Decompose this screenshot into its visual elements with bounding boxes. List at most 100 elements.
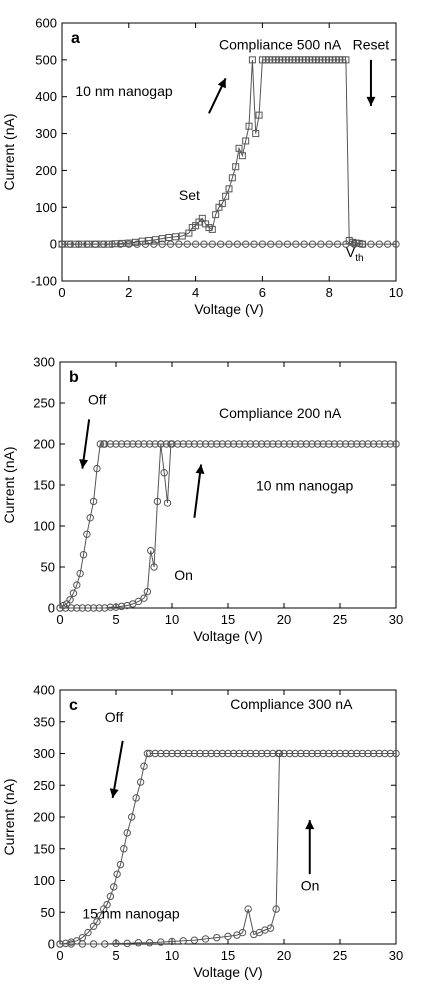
data-point bbox=[67, 940, 75, 948]
annotation-text: 15 nm nanogap bbox=[82, 906, 180, 922]
data-point bbox=[123, 939, 131, 948]
data-point bbox=[168, 440, 176, 448]
data-point bbox=[224, 440, 232, 448]
data-point bbox=[131, 238, 139, 246]
data-point bbox=[69, 589, 78, 597]
data-point bbox=[67, 604, 75, 612]
data-point bbox=[207, 440, 215, 448]
data-point bbox=[235, 749, 243, 758]
data-point bbox=[269, 440, 277, 448]
annotation-text: Reset bbox=[353, 37, 390, 53]
data-point bbox=[386, 440, 395, 448]
y-tick-label: 50 bbox=[41, 560, 55, 575]
data-point bbox=[308, 240, 317, 248]
data-point bbox=[129, 440, 137, 448]
data-point bbox=[213, 933, 221, 942]
x-axis-label: Voltage (V) bbox=[194, 301, 263, 317]
data-point bbox=[297, 440, 305, 448]
series-compliance bbox=[145, 749, 400, 758]
data-point bbox=[364, 440, 372, 448]
data-point bbox=[381, 440, 389, 448]
data-point bbox=[342, 240, 350, 248]
y-tick-label: 200 bbox=[35, 163, 57, 178]
arrow-annotation bbox=[208, 77, 227, 114]
data-point bbox=[386, 749, 395, 758]
data-point bbox=[123, 440, 131, 448]
data-point bbox=[163, 499, 172, 507]
data-point bbox=[283, 240, 292, 248]
data-point bbox=[134, 440, 143, 448]
data-point bbox=[300, 240, 308, 248]
data-point bbox=[110, 883, 118, 891]
data-point bbox=[313, 440, 322, 448]
data-point bbox=[201, 935, 210, 943]
y-tick-label: -100 bbox=[31, 274, 57, 289]
data-point bbox=[308, 749, 316, 758]
data-point bbox=[190, 440, 199, 448]
arrow-annotation bbox=[109, 740, 124, 799]
data-point bbox=[241, 749, 249, 758]
data-point bbox=[212, 211, 220, 219]
data-point bbox=[213, 749, 221, 758]
data-point bbox=[157, 938, 165, 946]
data-point bbox=[157, 749, 165, 758]
panel-letter: a bbox=[71, 30, 80, 47]
data-point bbox=[116, 240, 125, 248]
x-tick-label: 10 bbox=[165, 948, 179, 963]
data-point bbox=[246, 440, 255, 448]
data-point bbox=[66, 240, 75, 248]
data-point bbox=[173, 440, 182, 448]
data-point bbox=[275, 240, 283, 248]
data-point bbox=[162, 440, 171, 448]
panel-letter: b bbox=[69, 369, 79, 386]
y-tick-label: 0 bbox=[48, 937, 55, 952]
data-point bbox=[375, 240, 383, 248]
data-point bbox=[168, 749, 176, 758]
y-tick-label: 600 bbox=[35, 16, 57, 31]
x-tick-label: 30 bbox=[389, 612, 403, 627]
data-point bbox=[86, 514, 94, 522]
data-point bbox=[201, 749, 210, 758]
data-point bbox=[201, 440, 210, 448]
data-point bbox=[238, 152, 246, 160]
data-point bbox=[145, 939, 154, 947]
data-point bbox=[112, 440, 120, 448]
x-tick-label: 30 bbox=[389, 948, 403, 963]
data-point bbox=[185, 749, 193, 758]
x-axis-label: Voltage (V) bbox=[193, 628, 262, 644]
data-point bbox=[325, 440, 333, 448]
data-point bbox=[61, 604, 70, 612]
data-point bbox=[183, 240, 191, 248]
y-tick-label: 500 bbox=[35, 52, 57, 67]
data-point bbox=[151, 440, 159, 448]
x-tick-label: 15 bbox=[221, 948, 235, 963]
data-point bbox=[232, 163, 240, 171]
data-point bbox=[353, 440, 361, 448]
annotation-text: On bbox=[174, 567, 193, 583]
data-point bbox=[140, 594, 148, 602]
plot-frame bbox=[61, 22, 397, 282]
data-point bbox=[84, 928, 92, 937]
data-point bbox=[272, 905, 280, 913]
data-point bbox=[172, 233, 180, 241]
series-on bbox=[56, 440, 175, 612]
data-point bbox=[151, 749, 159, 758]
x-tick-label: 15 bbox=[221, 612, 235, 627]
data-point bbox=[302, 749, 311, 758]
series-line bbox=[59, 443, 104, 609]
data-point bbox=[252, 749, 260, 758]
annotation-text: Off bbox=[88, 392, 107, 408]
data-point bbox=[106, 603, 115, 611]
data-point bbox=[229, 749, 238, 758]
data-point bbox=[244, 905, 252, 913]
data-point bbox=[213, 440, 221, 448]
data-point bbox=[112, 939, 120, 948]
data-point bbox=[61, 939, 70, 948]
series-1 bbox=[58, 240, 400, 248]
y-tick-label: 0 bbox=[48, 601, 55, 616]
data-point bbox=[242, 240, 250, 248]
data-point bbox=[73, 581, 81, 589]
data-point bbox=[179, 749, 187, 758]
data-point bbox=[241, 440, 249, 448]
data-point bbox=[347, 440, 355, 448]
